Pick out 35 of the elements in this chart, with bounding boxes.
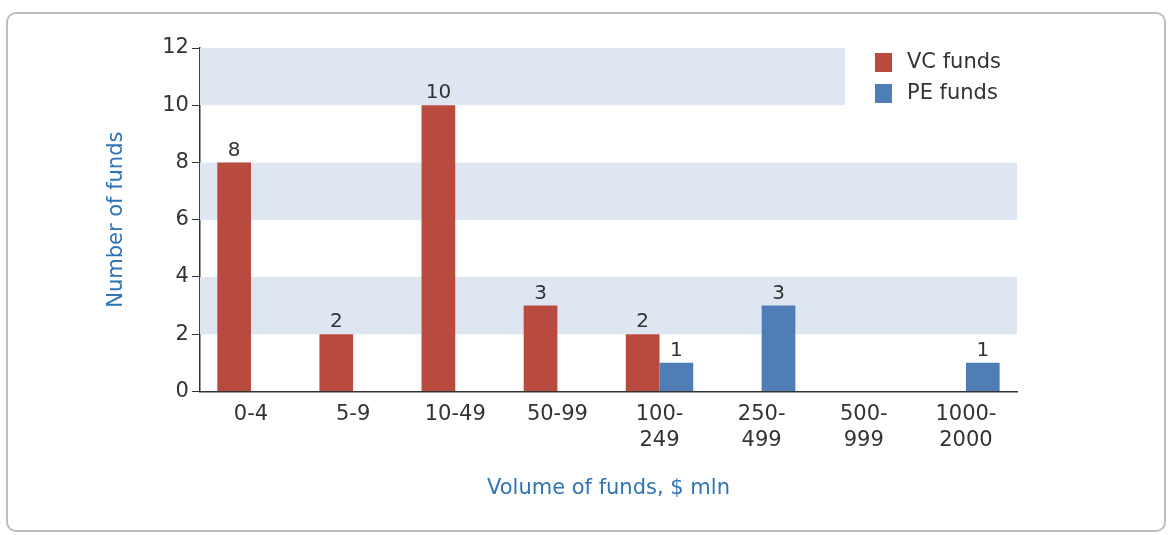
bar (625, 334, 660, 391)
y-tick-label: 2 (175, 320, 189, 345)
bar (761, 305, 796, 391)
bar (319, 334, 354, 391)
y-tick-label: 4 (175, 263, 189, 288)
bar (421, 105, 456, 391)
bar (217, 162, 251, 391)
data-label: 8 (227, 136, 241, 161)
x-tick-label: 5-9 (335, 401, 371, 426)
data-label: 3 (534, 279, 547, 304)
x-tick-label: 500-999 (839, 401, 888, 451)
y-tick-label: 12 (162, 34, 189, 59)
bar (659, 362, 694, 391)
legend-label: VC funds (907, 49, 1001, 74)
data-label: 1 (670, 336, 683, 361)
y-tick-label: 10 (162, 91, 189, 116)
y-tick-label: 6 (175, 206, 189, 231)
data-label: 2 (636, 308, 650, 333)
x-tick-label: 1000-2000 (935, 401, 997, 451)
x-tick-label: 100-249 (635, 401, 684, 451)
x-tick-label: 10-49 (424, 401, 486, 426)
x-axis-title: Volume of funds, $ mln (486, 474, 730, 499)
y-axis-title: Number of funds (103, 131, 128, 308)
y-tick-label: 8 (175, 148, 189, 173)
legend-label: PE funds (907, 80, 998, 105)
data-label: 2 (329, 308, 343, 333)
data-label: 1 (976, 336, 990, 361)
bar (965, 362, 1000, 391)
data-label: 10 (425, 79, 452, 104)
x-tick-label: 50-99 (526, 401, 588, 426)
x-tick-label: 0-4 (233, 401, 269, 426)
bar (523, 305, 558, 391)
x-tick-label: 250-499 (737, 401, 786, 451)
data-label: 3 (772, 279, 785, 304)
y-tick-label: 0 (175, 377, 189, 402)
